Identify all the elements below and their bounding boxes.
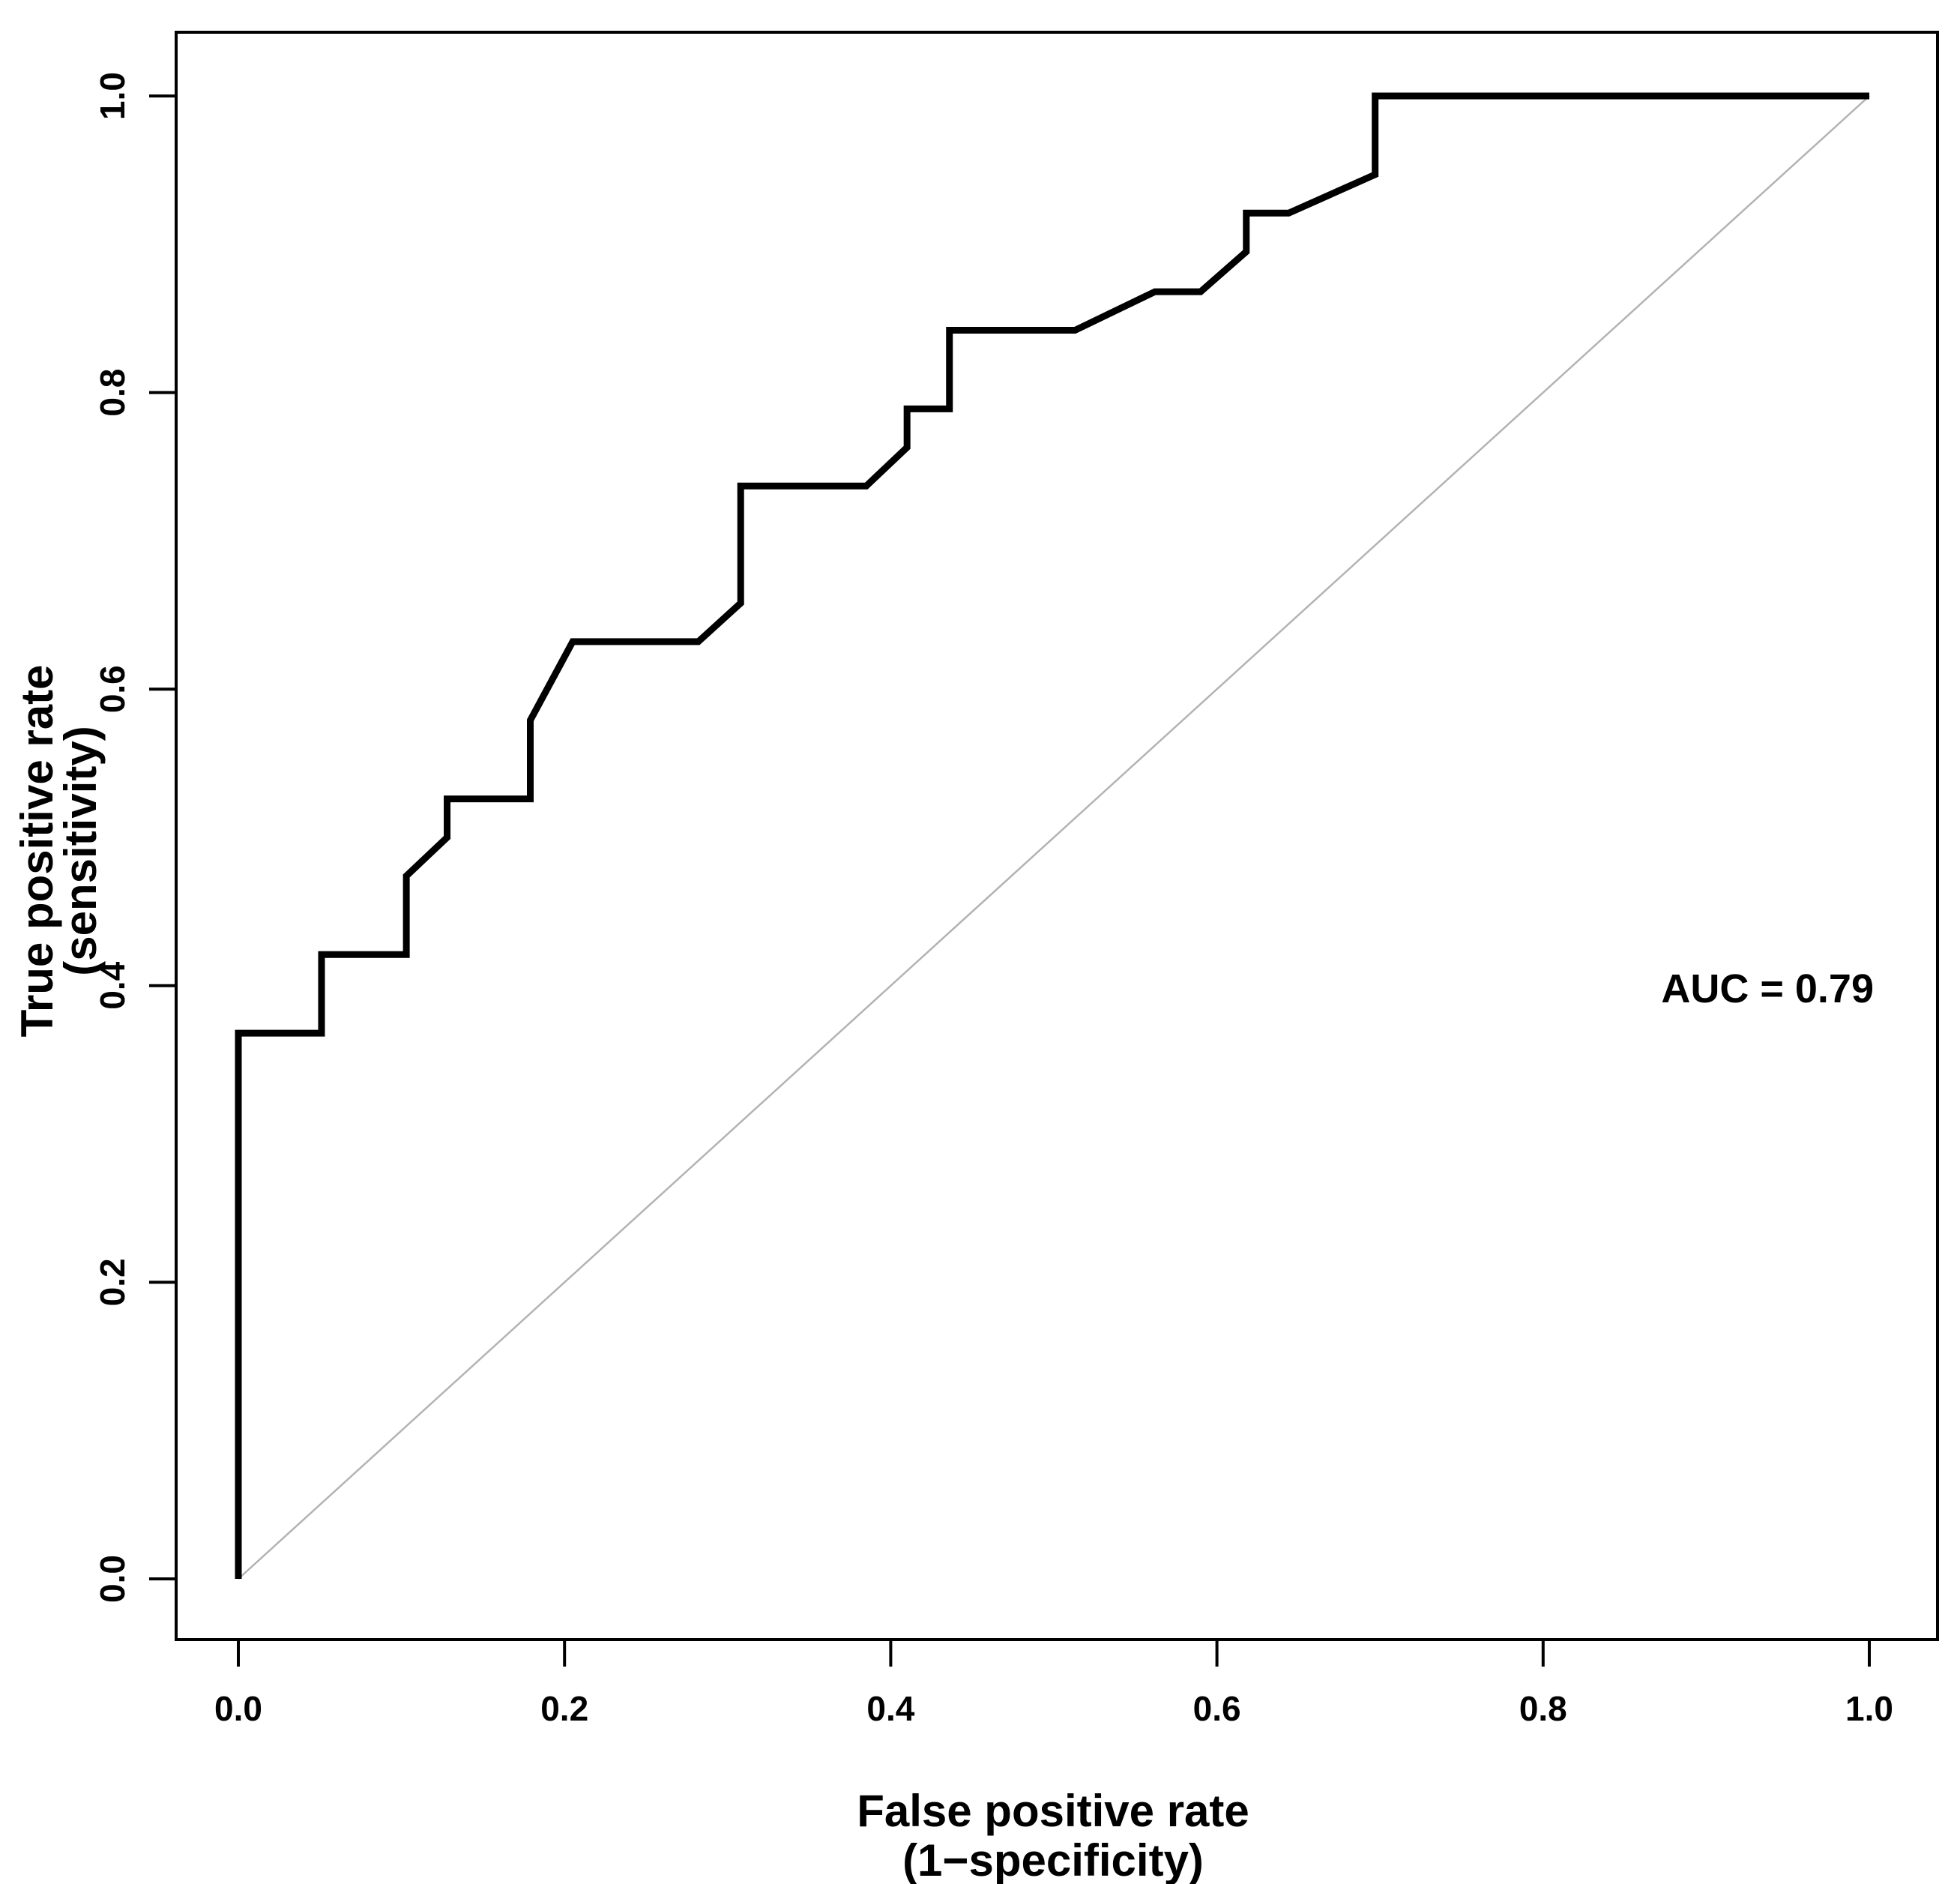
x-axis-ticks: 0.0 0.2 0.4 0.6 0.8 1.0 [214,1640,1893,1728]
x-tick-label: 0.2 [540,1689,588,1728]
x-axis-title-line2: (1−specificity) [902,1835,1204,1884]
y-axis-title-line2: (sensitivity) [55,726,106,975]
plot-border [175,31,1939,1641]
y-tick-label: 0.0 [93,1555,132,1603]
y-axis-ticks: 0.0 0.2 0.4 0.6 0.8 1.0 [93,72,176,1603]
x-tick-label: 0.8 [1519,1689,1567,1728]
x-tick-label: 1.0 [1845,1689,1893,1728]
y-tick-label: 0.6 [93,665,132,713]
auc-annotation: AUC = 0.79 [1661,966,1874,1011]
y-axis-title-line1: True positive rate [12,665,62,1038]
y-tick-label: 0.2 [93,1258,132,1306]
x-tick-label: 0.0 [214,1689,262,1728]
roc-curve [235,92,1869,1579]
y-tick-label: 0.4 [93,961,132,1009]
x-tick-label: 0.6 [1193,1689,1241,1728]
x-axis-title-line1: False positive rate [857,1786,1249,1836]
chance-diagonal-line [238,95,1870,1580]
y-tick-label: 1.0 [93,72,132,120]
y-tick-label: 0.8 [93,369,132,417]
x-tick-label: 0.4 [866,1689,914,1728]
